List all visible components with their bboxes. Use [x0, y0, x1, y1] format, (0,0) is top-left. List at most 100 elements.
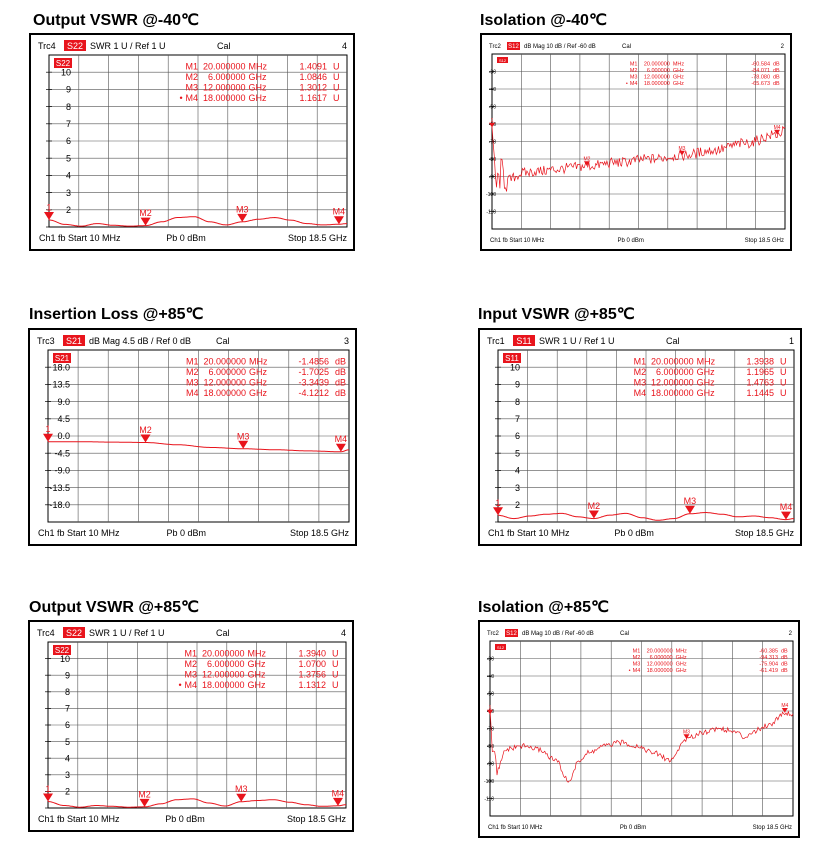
marker-value-unit: U [780, 357, 787, 367]
y-tick-label: -40 [489, 87, 496, 93]
scale-label: SWR 1 U / Ref 1 U [539, 336, 615, 346]
marker-value: 1.4091 [299, 62, 327, 72]
marker-value-unit: dB [773, 75, 780, 81]
cal-label: Cal [666, 336, 680, 346]
marker-value-unit: dB [773, 68, 780, 74]
marker-triangle [140, 217, 151, 226]
trace-line [48, 441, 350, 453]
marker-id: M2 [634, 367, 647, 377]
marker-value-unit: dB [335, 378, 346, 388]
y-tick-label: -30 [489, 70, 496, 76]
marker-freq: 20.000000 [202, 649, 245, 659]
marker-triangle [43, 433, 53, 442]
cal-label: Cal [622, 44, 631, 50]
y-tick-label: -110 [484, 797, 494, 803]
marker-value: 1.1965 [746, 367, 774, 377]
marker-id: M3 [185, 670, 198, 680]
footer-stop: Stop 18.5 GHz [288, 233, 348, 243]
marker-unit: GHz [249, 72, 268, 82]
marker-id: M3 [186, 83, 199, 93]
marker-id: M4 [633, 668, 641, 674]
marker-freq: 20.000000 [647, 649, 673, 655]
trace-badge [497, 57, 508, 63]
param-badge [505, 629, 518, 637]
marker-value: -1.7025 [298, 367, 329, 377]
footer-start: Ch1 fb Start 10 MHz [38, 528, 120, 538]
marker-freq: 12.000000 [203, 83, 246, 93]
marker-freq: 12.000000 [647, 662, 673, 668]
marker-unit: GHz [249, 388, 268, 398]
marker-triangle [332, 797, 343, 806]
vna-svg: Trc4 S22 SWR 1 U / Ref 1 U Cal 42345678910S2… [37, 627, 347, 824]
marker-unit: GHz [697, 388, 716, 398]
y-tick-label: 5 [65, 737, 70, 747]
y-tick-label: 5 [66, 153, 71, 163]
marker-freq: 6.000000 [207, 659, 245, 669]
marker-value-unit: dB [781, 655, 788, 661]
marker-freq: 20.000000 [203, 62, 246, 72]
marker-freq: 12.000000 [203, 378, 246, 388]
marker-unit: MHz [249, 357, 268, 367]
marker-label: 1 [45, 784, 50, 794]
marker-unit: MHz [673, 62, 685, 68]
marker-value-unit: dB [335, 367, 346, 377]
y-tick-label: 7 [515, 414, 520, 424]
y-tick-label: -90 [489, 175, 496, 181]
marker-unit: MHz [697, 357, 716, 367]
marker-unit: GHz [249, 83, 268, 93]
marker-label: M4 [332, 788, 345, 798]
marker-value-unit: dB [773, 62, 780, 68]
marker-id: M1 [186, 62, 199, 72]
vna-svg: Trc1 S11 SWR 1 U / Ref 1 U Cal 12345678910S1… [487, 335, 795, 538]
footer-start: Ch1 fb Start 10 MHz [490, 238, 544, 244]
y-tick-label: -9.0 [54, 466, 70, 476]
footer-power: Pb 0 dBm [620, 825, 646, 831]
panel-title: Isolation @-40℃ [480, 12, 607, 29]
param-label: S22 [66, 628, 82, 638]
marker-id: M1 [634, 357, 647, 367]
y-tick-label: 8 [65, 687, 70, 697]
y-tick-label: 4 [66, 171, 71, 181]
vna-svg: Trc4 S22 SWR 1 U / Ref 1 U Cal 42345678910S2… [38, 40, 348, 243]
marker-triangle [781, 707, 788, 713]
footer-power: Pb 0 dBm [167, 528, 207, 538]
y-tick-label: -4.5 [54, 448, 70, 458]
param-label: S12 [506, 631, 517, 637]
marker-value: -60.385 [759, 649, 778, 655]
marker-value: -75.904 [759, 662, 778, 668]
y-tick-label: -70 [487, 727, 494, 733]
y-tick-label: 8 [515, 397, 520, 407]
y-tick-label: 2 [66, 205, 71, 215]
trace-label: Trc1 [487, 336, 505, 346]
marker-unit: GHz [676, 655, 687, 661]
marker-value: 1.3756 [298, 670, 326, 680]
param-label: S22 [67, 41, 83, 51]
trace-number: 2 [781, 44, 785, 50]
marker-triangle [583, 161, 590, 166]
param-badge [507, 42, 520, 50]
marker-unit: GHz [248, 680, 267, 690]
marker-value: -78.080 [751, 75, 770, 81]
y-tick-label: 10 [61, 67, 71, 77]
marker-id: M3 [633, 662, 641, 668]
marker-label: M4 [333, 207, 346, 217]
footer-stop: Stop 18.5 GHz [753, 825, 792, 831]
marker-id: M2 [186, 367, 199, 377]
trace-badge [53, 645, 71, 655]
panel-title: Output VSWR @+85℃ [29, 599, 200, 616]
panel-title: Isolation @+85℃ [478, 599, 609, 616]
footer-stop: Stop 18.5 GHz [745, 238, 784, 244]
marker-label: 1 [489, 705, 492, 711]
y-tick-label: -40 [487, 674, 494, 680]
cal-label: Cal [217, 41, 231, 51]
marker-triangle [140, 434, 151, 443]
marker-value: 1.3012 [299, 83, 327, 93]
trace-badge-label: S22 [56, 59, 71, 68]
trace-badge [503, 353, 521, 363]
marker-label: M4 [781, 703, 788, 709]
param-label: S11 [516, 336, 531, 346]
cal-label: Cal [216, 628, 230, 638]
trace-label: Trc3 [37, 336, 55, 346]
marker-value-unit: U [332, 659, 339, 669]
y-tick-label: 0.0 [57, 431, 70, 441]
